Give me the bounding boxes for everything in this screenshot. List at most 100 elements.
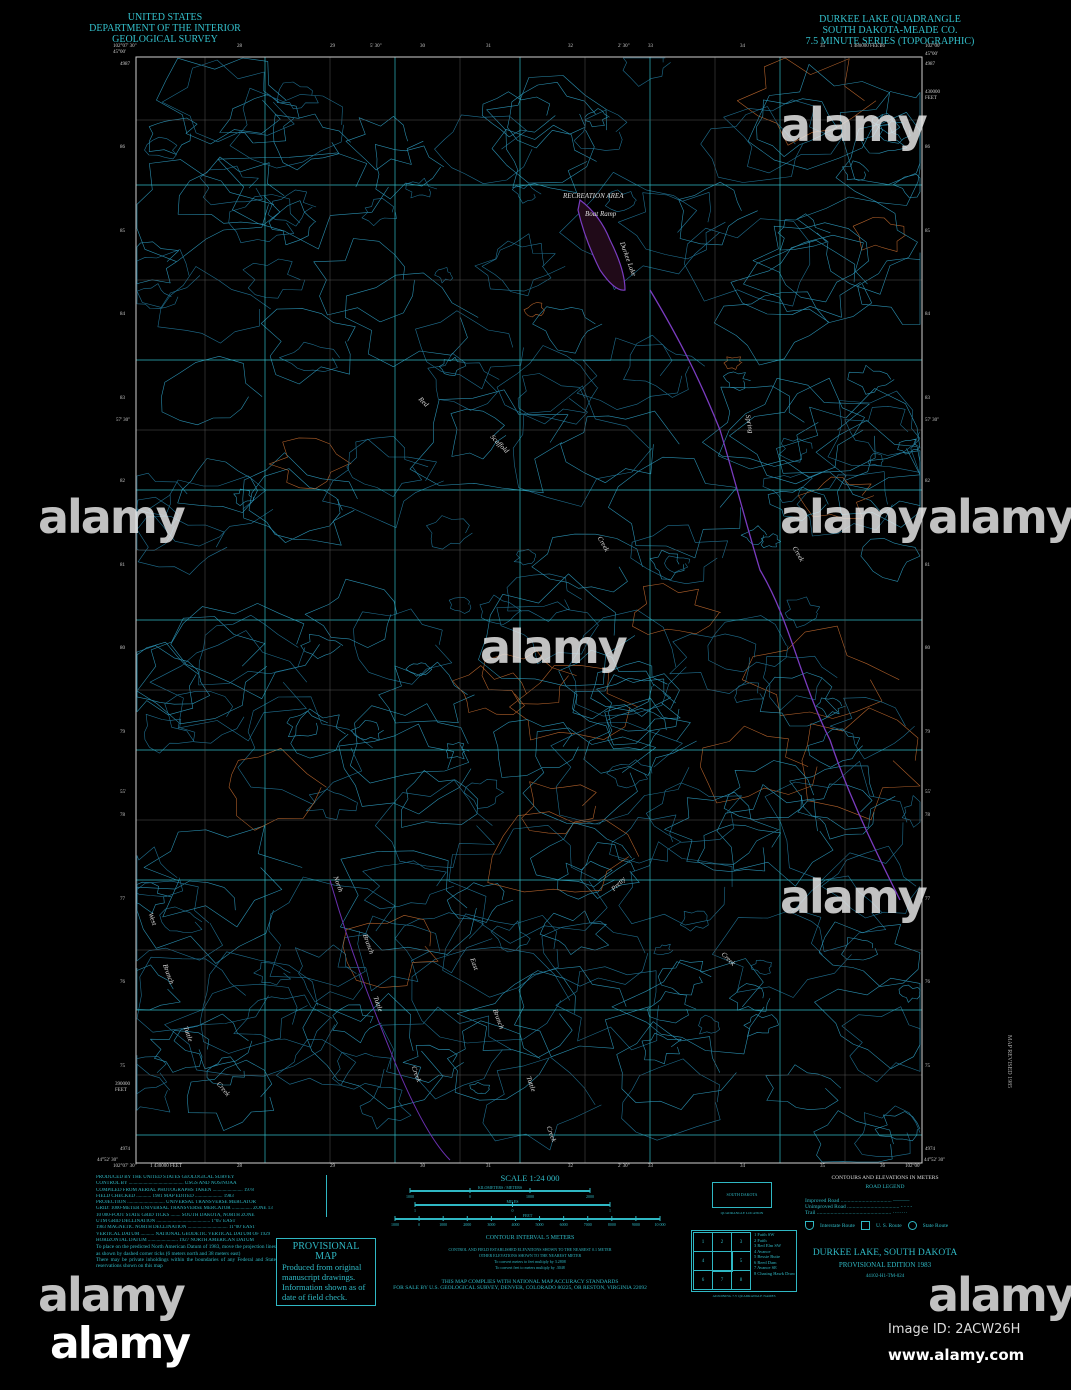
scale-tick-label: 1 <box>609 1208 611 1213</box>
contour-line <box>161 356 263 426</box>
contour-line <box>186 1059 274 1131</box>
place-name-recreation: RECREATION AREA <box>563 192 624 200</box>
contour-line <box>555 966 659 1051</box>
feet-label: 1 480000 FEET <box>850 44 882 49</box>
contour-line <box>741 625 900 719</box>
alamy-logo: alamy <box>50 1318 191 1369</box>
contour-line <box>415 310 524 390</box>
edition: PROVISIONAL EDITION 1983 <box>838 1261 932 1269</box>
contour-line <box>164 691 245 744</box>
contour-line <box>507 82 596 149</box>
adjoining-name: 4 Avance <box>754 1248 771 1254</box>
contour-line <box>276 81 319 110</box>
utm-tick-label: 35 <box>820 44 825 49</box>
contour-line <box>839 91 921 185</box>
contour-line <box>177 156 285 225</box>
provisional-map-box: PROVISIONAL MAP Produced from original m… <box>276 1238 376 1306</box>
contour-line <box>268 200 317 246</box>
contour-line <box>718 378 870 478</box>
contour-line <box>434 267 453 284</box>
alamy-url[interactable]: www.alamy.com <box>888 1346 1025 1364</box>
alamy-watermark: alamy <box>38 490 186 544</box>
contour-line <box>361 198 397 226</box>
neatline <box>135 56 923 1164</box>
tuttle-creek <box>329 879 451 1161</box>
contour-line <box>901 795 921 828</box>
adjoining-cell: 7 <box>712 1270 732 1290</box>
contour-line <box>427 352 500 411</box>
contour-line <box>306 789 358 820</box>
credit-line: PRODUCED BY THE UNITED STATES GEOLOGICAL… <box>96 1175 235 1180</box>
utm-tick-label: 85 <box>925 228 930 234</box>
corner-sw-lat: 44°52' 30" <box>97 1158 119 1163</box>
scale-bars: 1000 0 1000 2000 KILOMETERS / METERS 1 0 1 MILES… <box>391 1185 666 1227</box>
contour-line <box>740 525 767 545</box>
contour-line <box>229 87 344 169</box>
contour-line <box>493 719 579 778</box>
contour-line <box>157 266 271 344</box>
alamy-watermark: alamy <box>38 1268 186 1322</box>
contour-line <box>618 841 733 926</box>
contour-line <box>844 406 920 456</box>
contour-line <box>136 1064 171 1113</box>
contour-line <box>797 783 875 840</box>
contour-line <box>760 533 782 548</box>
contour-line <box>605 189 637 212</box>
utm-tick-label: 30 <box>420 44 425 49</box>
contour-line <box>872 113 901 135</box>
scale-tick-label: 2000 <box>586 1194 594 1199</box>
utm-tick-label: 29 <box>330 44 335 49</box>
contour-line <box>206 1056 245 1086</box>
header-line: DEPARTMENT OF THE INTERIOR <box>89 23 241 34</box>
credit-line: GRID: 1000-METER UNIVERSAL TRANSVERSE ME… <box>96 1206 273 1212</box>
contour-line <box>606 759 653 789</box>
contour-line <box>776 388 921 490</box>
contour-line <box>322 438 444 528</box>
contour-line <box>332 1052 392 1090</box>
contour-line <box>702 385 819 467</box>
contour-line <box>198 614 306 686</box>
header-agency: UNITED STATES DEPARTMENT OF THE INTERIOR… <box>80 12 250 45</box>
contour-line <box>295 944 363 1003</box>
contour-line <box>572 673 680 746</box>
miles-label: MILES <box>507 1199 519 1204</box>
contour-line <box>156 57 287 145</box>
legend-title: CONTOURS AND ELEVATIONS IN METERS <box>831 1175 939 1181</box>
contour-line <box>835 112 921 206</box>
grid-lines <box>136 57 922 1163</box>
utm-tick-label: 79 <box>925 729 930 735</box>
contour-line <box>446 742 470 760</box>
utm-tick-label: 75 <box>925 1063 930 1069</box>
contour-line <box>448 825 608 944</box>
contour-line <box>573 109 628 151</box>
scale-tick-label: 0 <box>418 1222 420 1227</box>
utm-tick-label: 81 <box>925 562 930 568</box>
contour-line <box>723 99 844 174</box>
contour-line <box>450 408 507 460</box>
contour-line <box>442 913 559 998</box>
contour-line <box>338 723 472 815</box>
contour-line <box>596 677 681 732</box>
contour-line <box>136 496 179 551</box>
header-quadrangle: DURKEE LAKE QUADRANGLE SOUTH DAKOTA-MEAD… <box>805 14 975 47</box>
contour-line <box>463 779 505 809</box>
contour-line <box>647 991 697 1024</box>
contour-line <box>302 993 444 1110</box>
utm-tick-label: 84 <box>925 312 930 318</box>
contour-line <box>559 172 720 290</box>
contour-line <box>622 57 671 87</box>
datum-note: To place on the predicted North American… <box>96 1244 276 1257</box>
contour-line <box>879 120 911 144</box>
contour-line <box>716 784 834 887</box>
contour-line <box>434 114 533 184</box>
contour-line <box>576 337 683 410</box>
contour-line <box>161 59 295 143</box>
scale-tick-label: 0 <box>512 1208 514 1213</box>
contour-line <box>506 573 582 622</box>
utm-tick-label: 32 <box>568 1164 573 1169</box>
contour-line <box>159 906 203 933</box>
contour-line <box>481 650 577 705</box>
scale-tick-label: 2000 <box>463 1222 471 1227</box>
alamy-watermark: alamy <box>928 1268 1071 1322</box>
contour-line <box>860 124 908 154</box>
